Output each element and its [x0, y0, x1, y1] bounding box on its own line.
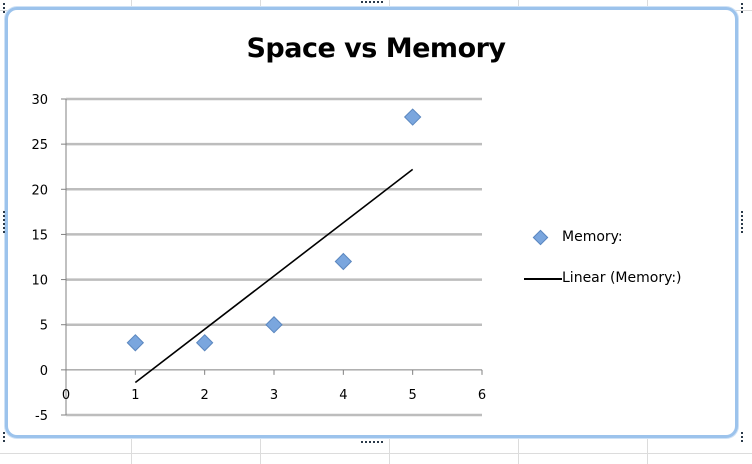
x-tick-label: 5	[409, 388, 417, 403]
x-tick-label: 3	[270, 388, 278, 403]
chart-area[interactable]	[5, 7, 738, 438]
legend-label-memory: Memory:	[562, 229, 623, 245]
x-tick-label: 0	[62, 388, 70, 403]
y-tick-label: 0	[40, 364, 48, 379]
y-tick-label: 25	[31, 138, 48, 153]
resize-handle-top-left[interactable]	[3, 3, 5, 13]
legend: Memory: Linear (Memory:)	[522, 226, 722, 308]
x-tick-label: 6	[478, 388, 486, 403]
legend-item-trendline: Linear (Memory:)	[522, 267, 722, 289]
legend-item-memory: Memory:	[522, 226, 722, 248]
legend-marker-line	[522, 270, 562, 286]
y-tick-label: -5	[35, 409, 48, 424]
resize-handle-top[interactable]	[361, 1, 383, 3]
y-tick-label: 30	[31, 93, 48, 108]
resize-handle-left[interactable]	[3, 211, 5, 233]
y-tick-label: 10	[31, 274, 48, 289]
resize-handle-top-right[interactable]	[741, 3, 743, 13]
data-point-2	[195, 334, 214, 352]
trendline-linear	[134, 168, 414, 384]
x-tick-label: 1	[131, 388, 139, 403]
y-tick-label: 15	[31, 228, 48, 243]
y-tick-label: 20	[31, 183, 48, 198]
data-point-5	[403, 108, 422, 126]
data-point-3	[265, 316, 283, 334]
resize-handle-bottom-right[interactable]	[741, 432, 743, 442]
resize-handle-bottom[interactable]	[361, 441, 383, 443]
y-tick-label: 5	[40, 319, 48, 334]
legend-marker-diamond	[522, 229, 562, 246]
chart-title: Space vs Memory	[246, 33, 506, 64]
resize-handle-right[interactable]	[741, 211, 743, 233]
data-point-4	[334, 252, 353, 271]
x-tick-label: 2	[201, 388, 209, 403]
data-point-1	[126, 334, 145, 352]
legend-label-trendline: Linear (Memory:)	[562, 270, 682, 286]
x-tick-label: 4	[339, 388, 347, 403]
resize-handle-bottom-left[interactable]	[3, 432, 5, 442]
